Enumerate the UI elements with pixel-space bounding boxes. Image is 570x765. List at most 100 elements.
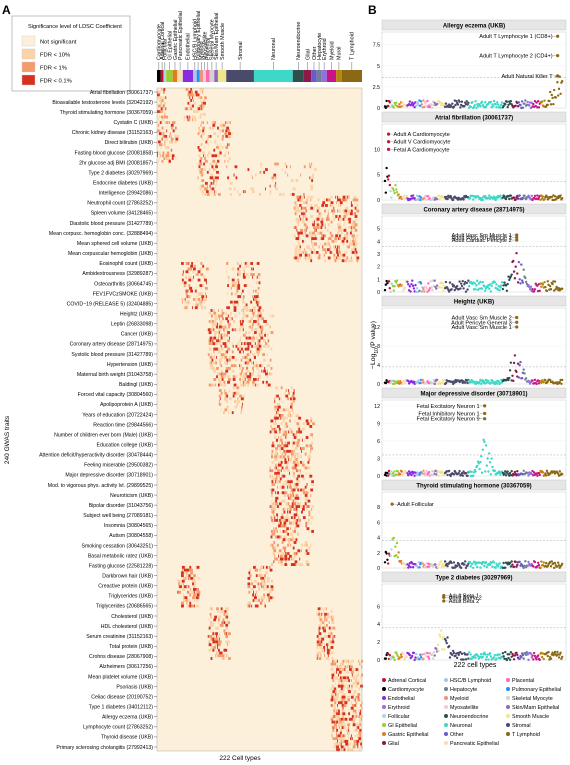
heatmap-cell	[272, 552, 276, 555]
trait-label: Neutrophil count (27863252)	[87, 201, 153, 207]
scatter-point	[408, 285, 412, 288]
heatmap-cell	[157, 123, 159, 127]
scatter-annotation: Fetal Excitatory Neuron 1	[417, 404, 480, 410]
scatter-point	[399, 559, 403, 563]
legend-label: Not significant	[40, 40, 77, 46]
heatmap-cell	[195, 93, 198, 97]
heatmap-cell	[277, 444, 279, 448]
trait-label: Diastolic blood pressure (31427789)	[70, 221, 154, 227]
heatmap-cell	[335, 259, 338, 263]
heatmap-cell	[257, 322, 260, 326]
heatmap-cell	[330, 201, 334, 205]
heatmap-cell	[217, 643, 221, 647]
heatmap-cell	[305, 250, 308, 254]
heatmap-cell	[232, 344, 234, 348]
heatmap-cell	[160, 107, 164, 111]
cell-group-label: Hepatocyte	[317, 33, 323, 60]
heatmap-cell	[216, 375, 218, 379]
heatmap-cell	[213, 350, 215, 354]
scatter-point	[441, 471, 444, 474]
scatter-point	[454, 103, 457, 107]
heatmap-cell	[289, 402, 291, 406]
heatmap-cell	[353, 245, 356, 249]
scatter-point	[507, 656, 510, 660]
heatmap-cell	[257, 378, 259, 381]
scatter-point	[408, 653, 412, 657]
heatmap-cell	[211, 358, 214, 362]
heatmap-cell	[278, 549, 282, 553]
heatmap-cell	[325, 204, 328, 207]
heatmap-cell	[265, 367, 266, 370]
heatmap-cell	[301, 250, 303, 254]
heatmap-cell	[336, 742, 339, 746]
legend-swatch	[21, 74, 36, 86]
heatmap-cell	[288, 541, 290, 544]
heatmap-cell	[330, 220, 333, 224]
trait-label: Bipolar disorder (31043756)	[89, 503, 154, 509]
heatmap-cell	[220, 314, 223, 318]
scatter-point	[545, 469, 549, 473]
heatmap-cell	[344, 701, 348, 705]
heatmap-cell	[253, 320, 256, 323]
scatter-point	[502, 104, 505, 108]
cell-group-bar-segment	[292, 70, 304, 82]
scatter-point	[513, 654, 517, 657]
heatmap-cell	[217, 134, 219, 138]
heatmap-cell	[358, 695, 360, 699]
scatter-point	[443, 379, 446, 382]
heatmap-cell	[169, 134, 170, 138]
heatmap-cell	[200, 262, 203, 265]
heatmap-cell	[281, 557, 285, 561]
scatter-point	[435, 473, 438, 476]
heatmap-cell	[332, 690, 336, 694]
heatmap-cell	[336, 670, 338, 674]
heatmap-cell	[359, 723, 362, 727]
heatmap-cell	[193, 579, 196, 583]
heatmap-cell	[269, 192, 271, 196]
cell-group-label: Adrenal Cortical	[160, 22, 166, 60]
scatter-ytick-label: 0	[377, 382, 380, 388]
heatmap-cell	[265, 322, 269, 326]
heatmap-cell	[348, 742, 351, 746]
scatter-point	[483, 380, 486, 383]
heatmap-cell	[251, 372, 254, 376]
heatmap-cell	[277, 474, 280, 478]
heatmap-cell	[205, 154, 206, 158]
heatmap-cell	[271, 488, 275, 492]
scatter-point	[457, 472, 460, 475]
heatmap-cell	[261, 585, 263, 589]
scatter-point	[467, 101, 470, 105]
heatmap-cell	[214, 637, 216, 641]
heatmap-cell	[194, 306, 198, 310]
heatmap-cell	[225, 615, 229, 619]
heatmap-cell	[284, 518, 286, 522]
scatter-point	[505, 289, 509, 292]
heatmap-cell	[232, 375, 236, 379]
heatmap-cell	[320, 220, 324, 224]
heatmap-cell	[297, 198, 300, 202]
heatmap-cell	[330, 629, 332, 633]
heatmap-cell	[209, 176, 213, 180]
heatmap-cell	[245, 309, 249, 312]
heatmap-cell	[212, 325, 214, 329]
heatmap-cell	[326, 646, 328, 649]
heatmap-cell	[239, 364, 241, 368]
scatter-point	[508, 658, 512, 661]
heatmap-cell	[218, 402, 221, 406]
heatmap-cell	[189, 104, 193, 108]
heatmap-cell	[209, 355, 213, 359]
heatmap-cell	[221, 654, 225, 658]
heatmap-cell	[211, 328, 213, 332]
scatter-point	[507, 103, 510, 107]
scatter-point	[524, 377, 528, 380]
scatter-panel-title: Heightz (UKB)	[454, 299, 494, 305]
scatter-point	[520, 100, 524, 103]
heatmap-cell	[253, 339, 255, 343]
heatmap-cell	[193, 264, 196, 268]
scatter-point	[450, 288, 453, 291]
heatmap-cell	[301, 505, 303, 508]
heatmap-cell	[211, 314, 213, 318]
heatmap-cell	[356, 204, 359, 207]
heatmap-cell	[236, 375, 238, 379]
heatmap-cell	[257, 320, 259, 323]
